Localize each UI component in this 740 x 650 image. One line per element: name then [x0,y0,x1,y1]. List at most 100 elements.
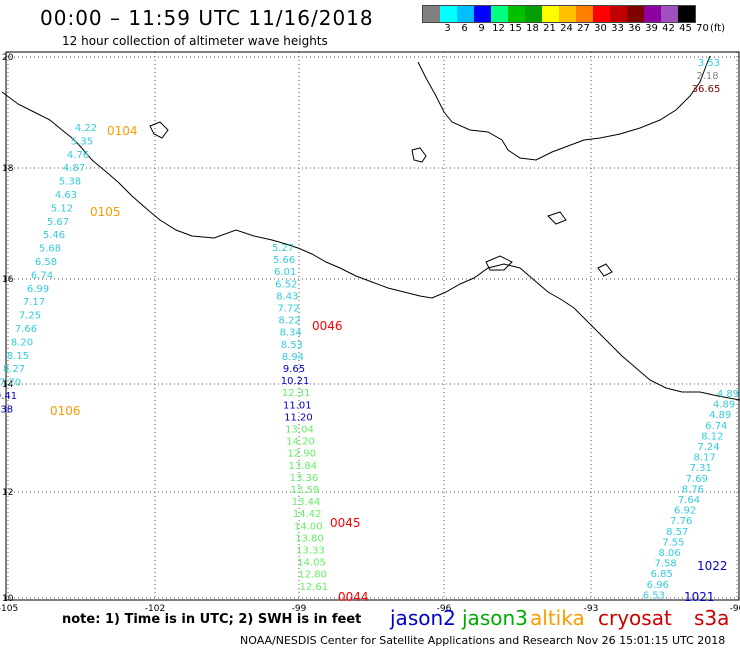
swh-value-label: 7.17 [23,297,45,308]
swh-value-label: 11.20 [284,412,313,423]
page-subtitle: 12 hour collection of altimeter wave hei… [62,34,328,48]
colorbar-swatch [559,6,576,22]
x-tick-label: -105 [0,604,18,614]
colorbar-tick-label: 39 [645,23,658,34]
pass-time-label: 0045 [330,516,361,530]
pass-time-label: 0106 [50,404,81,418]
colorbar-tick-label: 18 [526,23,539,34]
swh-value-label: 13.04 [285,425,314,436]
swh-value-label: 8.57 [666,527,688,538]
swh-value-label: 8.34 [280,328,302,339]
colorbar-swatch [610,6,627,22]
y-tick-label: 20 [2,53,14,63]
swh-value-label: 12.59 [291,485,320,496]
swh-value-label: 7.69 [686,474,708,485]
pass-time-label: 0104 [107,124,138,138]
colorbar [422,5,696,23]
y-tick-label: 18 [2,164,14,174]
satellite-legend-item: jason3 [462,606,528,630]
swh-value-label: 7.72 [277,304,299,315]
swh-value-label: 14.05 [297,558,326,569]
swh-value-label: 8.53 [281,340,303,351]
swh-value-label: 13.36 [290,473,319,484]
swh-value-label: 5.68 [39,244,61,255]
colorbar-tick-label: 9 [478,23,485,34]
x-tick-label: -90 [730,604,740,614]
swh-value-label: 6.74 [705,421,727,432]
x-tick-label: -99 [292,604,307,614]
colorbar-swatch [423,6,440,22]
colorbar-swatch [525,6,542,22]
pass-time-label: 0105 [90,205,121,219]
mexico-pacific-coastline [1,91,740,401]
pass-time-label: 1022 [697,559,728,573]
swh-value-label: 5.12 [51,203,73,214]
swh-value-label: 7.31 [690,463,712,474]
swh-value-label: 6.92 [674,506,696,517]
pass-time-label: 1021 [684,590,715,604]
swh-value-label: 12.80 [298,570,327,581]
page-title: 00:00 – 11:59 UTC 11/16/2018 [40,6,374,30]
swh-value-label: 5.67 [47,217,69,228]
swh-value-label: 6.74 [31,270,53,281]
swh-value-label: 6.01 [274,267,296,278]
map-gridlines [5,51,740,601]
colorbar-labels: 3 6 9 12 15 18 21 24 27 30 33 36 39 42 45 70 [422,23,711,34]
swh-value-label: 5.27 [272,243,294,254]
colorbar-swatch [661,6,678,22]
swh-value-label: 8.27 [3,364,25,375]
swh-value-label: 4.89 [713,400,735,411]
colorbar-tick-label: 70 [696,23,709,34]
swh-value-label: 12.61 [299,582,328,593]
colorbar-swatch [576,6,593,22]
colorbar-swatch [644,6,661,22]
colorbar-tick-label: 27 [577,23,590,34]
x-tick-label: -93 [584,604,599,614]
colorbar-swatch [508,6,525,22]
gulf-coastline [417,55,711,161]
y-tick-label: 10 [2,594,14,604]
x-tick-label: -102 [145,604,165,614]
swh-value-label: 5.66 [273,255,295,266]
colorbar-tick-label: 15 [509,23,522,34]
altimeter-tracks: 4.22 5.35 4.76 4.87 5.38 4.63 5.12 5.67 5.46 5.68… [0,58,739,604]
colorbar-tick-label: 45 [679,23,692,34]
y-tick-label: 12 [2,488,13,498]
swh-value-label: 13.33 [296,546,325,557]
swh-value-label: 5.35 [71,136,93,147]
swh-value-label: 12.31 [282,388,311,399]
swh-value-label: 4.87 [63,163,85,174]
satellite-legend-item: altika [530,606,585,630]
lake-outline [485,255,513,271]
swh-value-label: 7.25 [19,311,41,322]
swh-value-label: 36.65 [692,84,721,95]
swh-value-label: 5.38 [59,177,81,188]
swh-value-label: 13.84 [288,461,317,472]
swh-value-label: 7.55 [662,537,684,548]
colorbar-tick-label: 3 [444,23,451,34]
colorbar-tick-label: 42 [662,23,675,34]
swh-value-label: 14.00 [294,521,323,532]
swh-value-label: 8.43 [276,291,298,302]
swh-value-label: 6.96 [647,580,669,591]
swh-value-label: 7.24 [697,442,719,453]
swh-value-label: 7.58 [654,559,676,570]
swh-value-label: 12.90 [287,449,316,460]
lake-outline [547,211,567,225]
swh-value-label: 3.53 [698,58,720,69]
swh-value-label: 7.70 [0,378,21,389]
swh-value-label: 4.89 [709,410,731,421]
swh-value-label: 6.58 [35,257,57,268]
y-tick-label: 14 [2,380,14,390]
colorbar-swatch [627,6,644,22]
swh-value-label: 8.76 [682,484,704,495]
swh-value-label: 8.20 [11,337,33,348]
swh-value-label: 4.22 [75,123,97,134]
colorbar-swatch [440,6,457,22]
swh-value-label: 5.46 [43,230,65,241]
colorbar-swatch [457,6,474,22]
colorbar-tick-label: 12 [492,23,505,34]
colorbar-unit: (ft) [710,23,726,34]
swh-value-label: 8.06 [658,548,680,559]
colorbar-swatch [542,6,559,22]
